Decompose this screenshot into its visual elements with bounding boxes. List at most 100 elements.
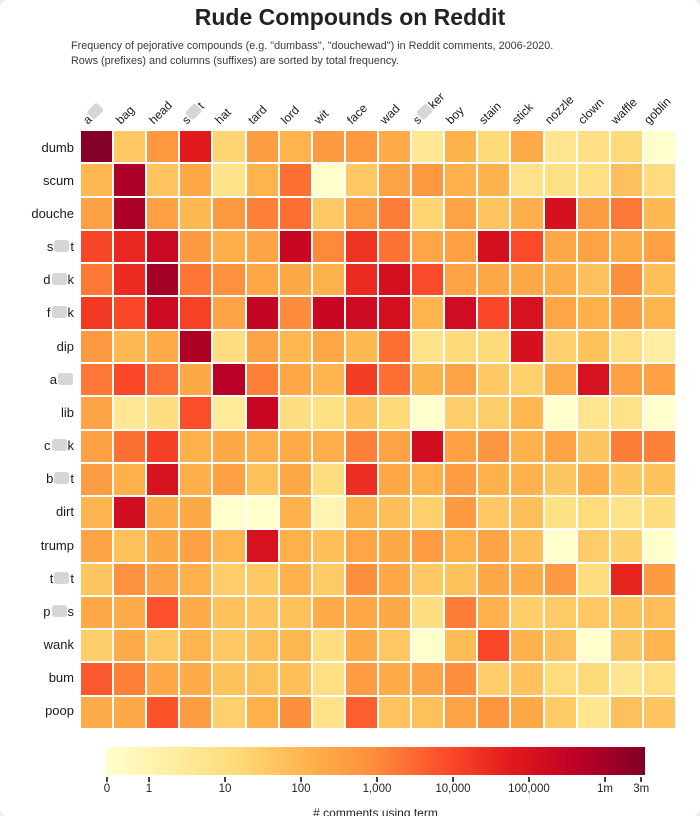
- subtitle-line-1: Frequency of pejorative compounds (e.g. …: [71, 40, 554, 52]
- heatmap-cell: [544, 230, 576, 263]
- row-label: douche: [31, 205, 74, 221]
- col-label: tard: [245, 102, 270, 127]
- legend-tick-label: 0: [103, 783, 111, 795]
- heatmap-cell: [445, 197, 477, 229]
- heatmap-cell: [577, 696, 609, 728]
- heatmap-cell: [478, 164, 510, 196]
- heatmap-cell: [643, 596, 675, 629]
- heatmap-cell: [610, 463, 642, 496]
- heatmap-cell: [478, 230, 510, 263]
- heatmap-cell: [279, 230, 311, 263]
- heatmap-cell: [147, 696, 179, 728]
- heatmap-cell: [114, 131, 146, 163]
- heatmap-cell: [246, 430, 278, 462]
- heatmap-cell: [279, 363, 311, 396]
- col-label: stick: [509, 100, 536, 127]
- heatmap-cell: [312, 164, 344, 196]
- heatmap-cell: [147, 430, 179, 462]
- heatmap-cell: [279, 696, 311, 728]
- heatmap-cell: [279, 663, 311, 695]
- heatmap-cell: [577, 630, 609, 662]
- heatmap-cell: [378, 197, 411, 229]
- heatmap-cell: [445, 630, 477, 662]
- heatmap-cell: [114, 663, 146, 695]
- heatmap-cell: [544, 663, 576, 695]
- heatmap-cell: [412, 230, 444, 263]
- row-label: dirt: [55, 504, 74, 520]
- heatmap-cell: [643, 497, 675, 529]
- heatmap-cell: [412, 197, 444, 229]
- heatmap-cell: [610, 696, 642, 728]
- heatmap-cell: [643, 397, 675, 429]
- heatmap-cell: [643, 463, 675, 496]
- heatmap-cell: [412, 164, 444, 196]
- heatmap-cell: [312, 596, 344, 629]
- censor-box: [54, 472, 70, 485]
- heatmap-cell: [378, 530, 411, 562]
- heatmap-cell: [345, 696, 377, 728]
- heatmap-cell: [246, 397, 278, 429]
- heatmap-cell: [312, 330, 344, 362]
- heatmap-cell: [114, 463, 146, 496]
- heatmap-cell: [610, 131, 642, 163]
- heatmap-cell: [81, 197, 113, 229]
- heatmap-cell: [180, 430, 212, 462]
- heatmap-cell: [213, 397, 245, 429]
- heatmap-cell: [279, 463, 311, 496]
- heatmap-cell: [478, 530, 510, 562]
- heatmap-cell: [114, 696, 146, 728]
- heatmap-cell: [345, 297, 377, 329]
- heatmap-cell: [213, 596, 245, 629]
- heatmap-cell: [445, 497, 477, 529]
- censor-box: [54, 240, 70, 253]
- heatmap-cell: [114, 430, 146, 462]
- heatmap-cell: [180, 497, 212, 529]
- heatmap-cell: [345, 430, 377, 462]
- heatmap-cell: [180, 230, 212, 263]
- heatmap-cell: [412, 563, 444, 595]
- heatmap-cell: [180, 363, 212, 396]
- heatmap-cell: [511, 563, 543, 595]
- heatmap-cell: [345, 463, 377, 496]
- heatmap-cell: [643, 297, 675, 329]
- col-label: clown: [575, 95, 607, 127]
- heatmap-cell: [213, 663, 245, 695]
- heatmap-cell: [312, 530, 344, 562]
- heatmap-cell: [478, 696, 510, 728]
- heatmap-cell: [610, 530, 642, 562]
- heatmap-cell: [345, 497, 377, 529]
- heatmap-cell: [312, 131, 344, 163]
- legend-ticks: 0 1 10 100 1,000 10,000 100,000 1m 3m: [103, 775, 649, 805]
- censor-box: [51, 604, 67, 617]
- row-label: dip: [56, 338, 74, 354]
- heatmap-cell: [478, 264, 510, 296]
- heatmap-cell: [279, 630, 311, 662]
- heatmap-cell: [114, 563, 146, 595]
- heatmap-cell: [577, 430, 609, 462]
- legend-tick-label: 10: [218, 783, 232, 795]
- heatmap-cell: [312, 430, 344, 462]
- heatmap-cell: [577, 463, 609, 496]
- heatmap-cell: [246, 696, 278, 728]
- heatmap-cell: [412, 497, 444, 529]
- legend-tick: [223, 777, 226, 782]
- heatmap-cell: [114, 363, 146, 396]
- heatmap-cell: [147, 563, 179, 595]
- heatmap-cell: [478, 297, 510, 329]
- heatmap-cell: [378, 397, 411, 429]
- heatmap-cell: [412, 696, 444, 728]
- heatmap-cell: [279, 264, 311, 296]
- heatmap-cell: [114, 630, 146, 662]
- col-label: lord: [278, 102, 303, 127]
- heatmap-cell: [544, 297, 576, 329]
- censor-box: [51, 306, 67, 319]
- heatmap-cell: [345, 530, 377, 562]
- heatmap-cell: [246, 164, 278, 196]
- heatmap-cell: [643, 264, 675, 296]
- heatmap-cell: [246, 596, 278, 629]
- legend-tick-label: 10,000: [435, 783, 471, 795]
- heatmap-cell: [213, 530, 245, 562]
